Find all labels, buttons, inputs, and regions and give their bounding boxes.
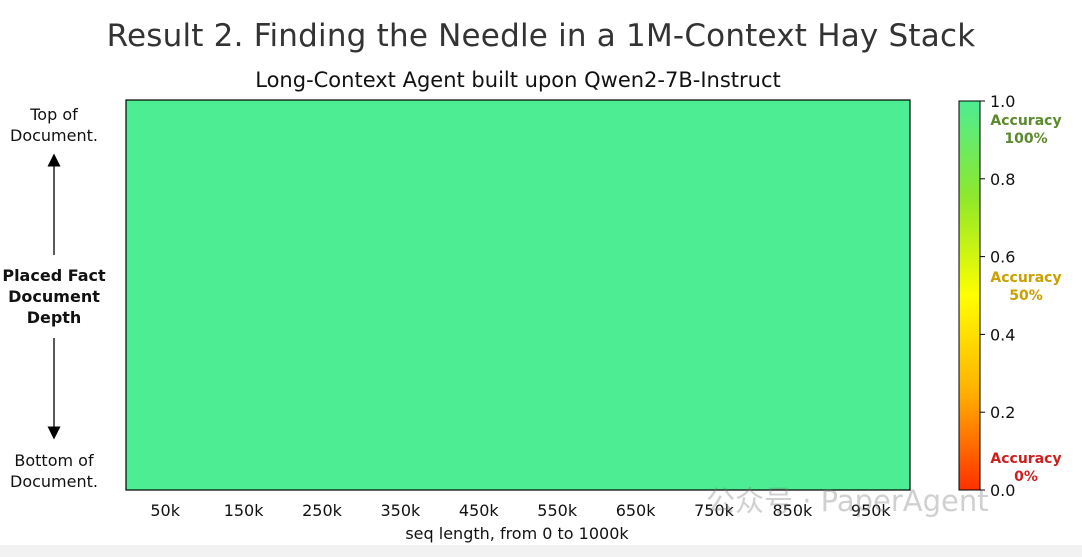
x-tick-label: 750k xyxy=(694,501,735,520)
footer-strip xyxy=(0,545,1082,557)
x-tick-label: 50k xyxy=(150,501,180,520)
colorbar-tick-label: 0.0 xyxy=(990,481,1015,500)
heatmap-cell xyxy=(361,100,441,491)
colorbar-tick-label: 1.0 xyxy=(990,92,1015,111)
colorbar-annotation-50: Accuracy 50% xyxy=(990,270,1062,304)
x-tick-label: 950k xyxy=(851,501,892,520)
colorbar-annotation-100: Accuracy 100% xyxy=(990,113,1062,147)
colorbar-tick-label: 0.2 xyxy=(990,403,1015,422)
colorbar-tick-label: 0.4 xyxy=(990,325,1015,344)
x-ticks: 50k 150k 250k 350k 450k 550k 650k 750k 850k 950k xyxy=(150,501,891,520)
x-tick-label: 550k xyxy=(537,501,578,520)
watermark: 公众号 · PaperAgent xyxy=(706,484,989,518)
heatmap-cell xyxy=(674,100,754,491)
x-tick-label: 350k xyxy=(380,501,421,520)
colorbar-ticks: 0.0 0.2 0.4 0.6 0.8 1.0 xyxy=(980,92,1015,500)
plot-frame xyxy=(125,99,911,491)
heatmap-cell xyxy=(596,100,676,491)
x-tick-label: 650k xyxy=(616,501,657,520)
heatmap-cell xyxy=(126,100,205,491)
y-axis-label: Placed Fact Document Depth xyxy=(2,266,106,327)
x-tick-label: 850k xyxy=(772,501,813,520)
heatmap-cell xyxy=(518,100,597,491)
heatmap-cell xyxy=(753,100,833,491)
colorbar-tick-label: 0.6 xyxy=(990,248,1015,267)
colorbar-tick-label: 0.8 xyxy=(990,170,1015,189)
heatmap-cell xyxy=(204,100,284,491)
x-axis-label: seq length, from 0 to 1000k xyxy=(405,524,629,543)
colorbar xyxy=(958,100,981,491)
heatmap-cell xyxy=(439,100,519,491)
y-bottom-label: Bottom of Document. xyxy=(10,451,98,491)
chart-title: Long-Context Agent built upon Qwen2-7B-I… xyxy=(255,68,781,92)
x-tick-label: 150k xyxy=(224,501,265,520)
x-tick-label: 450k xyxy=(459,501,500,520)
x-tick-label: 250k xyxy=(302,501,343,520)
page-title: Result 2. Finding the Needle in a 1M-Con… xyxy=(106,18,976,54)
heatmap-cell xyxy=(831,100,911,491)
colorbar-annotation-0: Accuracy 0% xyxy=(990,451,1062,485)
heatmap-cell xyxy=(282,100,362,491)
y-top-label: Top of Document. xyxy=(10,105,98,145)
heatmap-area xyxy=(125,99,911,491)
